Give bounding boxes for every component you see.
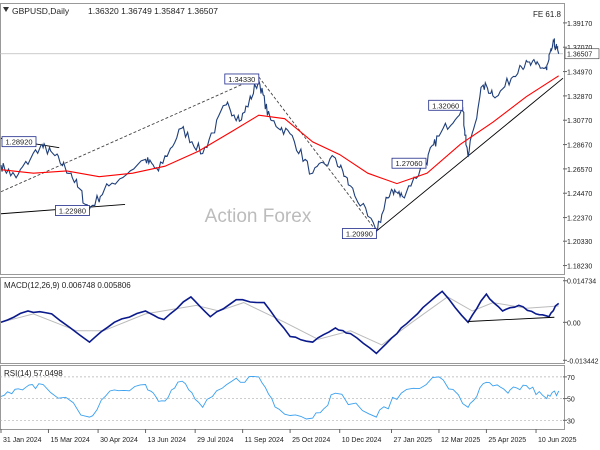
y-tick-label: 1.30770 xyxy=(567,118,592,125)
level-label: 1.22980 xyxy=(59,206,86,215)
macd-tick-label: 0.014734 xyxy=(567,279,596,286)
rsi-series xyxy=(0,376,560,420)
y-tick-label: 1.34970 xyxy=(567,70,592,77)
level-label-box xyxy=(341,228,377,239)
macd-grid: 0.014734 0.00 -0.013442 xyxy=(563,279,599,365)
rsi-grid: 70 50 30 xyxy=(0,375,575,425)
price-line xyxy=(0,38,560,233)
y-tick-label: 1.24470 xyxy=(567,191,592,198)
moving-average-line xyxy=(0,75,559,185)
rsi-tick-label: 50 xyxy=(567,397,575,404)
macd-tick-label: -0.013442 xyxy=(567,358,599,365)
rsi-label: RSI(14) 57.0498 xyxy=(4,369,63,378)
dashed-trendline xyxy=(258,76,377,232)
main-panel-frame xyxy=(0,3,565,275)
x-tick-label: 10 Jun 2025 xyxy=(538,437,577,444)
current-price-box xyxy=(564,48,600,60)
trendline xyxy=(376,77,564,232)
y-tick-label: 1.18230 xyxy=(567,264,592,271)
level-label-box xyxy=(55,205,90,216)
macd-label: MACD(12,26,9) 0.006748 0.005806 xyxy=(4,281,131,290)
x-tick-label: 29 Jul 2024 xyxy=(197,437,233,444)
x-tick-label: 25 Apr 2025 xyxy=(488,437,526,444)
y-tick-label: 1.20330 xyxy=(567,239,592,246)
x-axis: 31 Jan 2024 15 Mar 2024 30 Apr 2024 13 Jun … xyxy=(0,429,577,444)
y-tick-label: 1.22370 xyxy=(567,216,592,223)
level-label: 1.32060 xyxy=(432,101,459,110)
main-y-axis: 1.391701.370701.349701.328701.307701.286… xyxy=(563,21,600,271)
macd-tick-label: 0.00 xyxy=(567,320,581,327)
rsi-tick-label: 70 xyxy=(567,375,575,382)
x-tick-label: 31 Jan 2024 xyxy=(3,437,42,444)
macd-trendline xyxy=(468,316,555,322)
watermark: Action Forex xyxy=(205,206,312,227)
x-tick-label: 25 Oct 2024 xyxy=(292,437,330,444)
main-series xyxy=(0,38,560,233)
macd-line xyxy=(0,290,560,355)
level-label: 1.27060 xyxy=(395,159,422,168)
rsi-panel-frame xyxy=(0,365,565,430)
y-tick-label: 1.26570 xyxy=(567,167,592,174)
macd-panel-frame xyxy=(0,277,565,364)
level-label-box xyxy=(1,136,37,148)
ohlc-header: 1.36320 1.36749 1.35847 1.36507 xyxy=(88,6,218,16)
x-tick-label: 11 Sep 2024 xyxy=(245,437,284,444)
main-annotations: 1.28920 1.22980 1.34330 1.20990 1.27060 1.320… xyxy=(1,73,464,239)
level-label: 1.28920 xyxy=(5,138,32,147)
x-tick-label: 27 Jan 2025 xyxy=(393,437,432,444)
macd-series xyxy=(0,290,560,355)
current-price-label: 1.36507 xyxy=(567,52,592,59)
x-tick-label: 30 Apr 2024 xyxy=(100,437,138,444)
x-tick-label: 13 Jun 2024 xyxy=(148,437,187,444)
symbol-header: GBPUSD,Daily xyxy=(12,6,70,16)
x-tick-label: 12 Mar 2025 xyxy=(441,437,480,444)
y-tick-label: 1.28670 xyxy=(567,143,592,150)
x-tick-label: 15 Mar 2024 xyxy=(50,437,89,444)
level-label: 1.34330 xyxy=(228,75,255,84)
level-label-box xyxy=(224,73,260,85)
level-label-box xyxy=(428,99,464,111)
x-tick-label: 10 Dec 2024 xyxy=(342,437,382,444)
rsi-line xyxy=(0,376,560,420)
level-label-box xyxy=(391,157,427,169)
rsi-tick-label: 30 xyxy=(567,418,575,425)
y-tick-label: 1.39170 xyxy=(567,21,592,28)
y-tick-label: 1.32870 xyxy=(567,94,592,101)
collapse-triangle-icon[interactable] xyxy=(3,7,9,12)
level-label: 1.20990 xyxy=(346,230,373,239)
fib-label: FE 61.8 xyxy=(533,10,562,19)
